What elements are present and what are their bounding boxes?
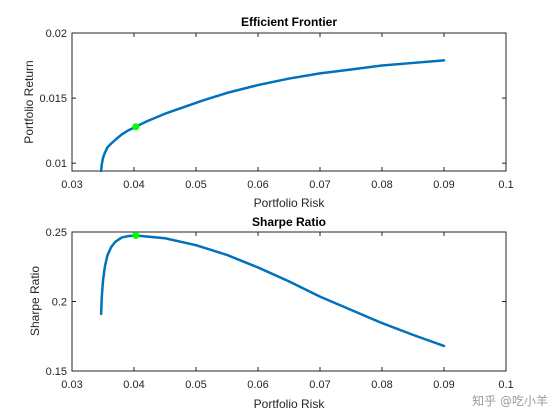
efficient-frontier-line (99, 59, 446, 173)
efficient-frontier-x-tick-label: 0.04 (123, 179, 144, 191)
sharpe-ratio-y-label: Sharpe Ratio (28, 266, 42, 336)
sharpe-ratio-x-tick-label: 0.03 (61, 379, 82, 391)
efficient-frontier-x-ticks: 0.03 0.04 0.05 0.06 0.07 0.08 0.09 0.1 (61, 33, 514, 191)
sharpe-ratio-x-tick-label: 0.05 (185, 379, 206, 391)
efficient-frontier-axes: Efficient Frontier 0.03 0.04 0.05 0.06 0.07 0… (22, 15, 514, 210)
efficient-frontier-x-tick-label: 0.03 (61, 179, 82, 191)
sharpe-ratio-y-tick-label: 0.25 (46, 227, 67, 239)
sharpe-ratio-optimal-marker (132, 231, 140, 239)
sharpe-ratio-y-ticks: 0.15 0.2 0.25 (46, 227, 506, 378)
sharpe-ratio-y-tick-label: 0.15 (46, 366, 67, 378)
efficient-frontier-x-tick-label: 0.1 (498, 179, 513, 191)
efficient-frontier-x-label: Portfolio Risk (254, 196, 326, 210)
sharpe-ratio-line (99, 234, 446, 348)
efficient-frontier-title: Efficient Frontier (241, 15, 337, 29)
efficient-frontier-x-tick-label: 0.07 (309, 179, 330, 191)
sharpe-ratio-y-tick-label: 0.2 (52, 297, 67, 309)
sharpe-ratio-plot-area (71, 231, 507, 372)
sharpe-ratio-x-ticks: 0.03 0.04 0.05 0.06 0.07 0.08 0.09 0.1 (61, 232, 514, 391)
sharpe-ratio-x-label: Portfolio Risk (254, 397, 326, 411)
sharpe-ratio-title: Sharpe Ratio (252, 215, 326, 229)
efficient-frontier-plot-area (71, 32, 507, 172)
sharpe-ratio-x-tick-label: 0.1 (498, 379, 513, 391)
sharpe-ratio-x-tick-label: 0.07 (309, 379, 330, 391)
efficient-frontier-y-tick-label: 0.02 (46, 28, 67, 40)
sharpe-ratio-axes: Sharpe Ratio 0.03 0.04 0.05 0.06 0.07 0.08 0.0… (28, 215, 514, 411)
efficient-frontier-x-tick-label: 0.09 (433, 179, 454, 191)
efficient-frontier-optimal-marker (132, 123, 140, 131)
efficient-frontier-y-tick-label: 0.015 (39, 93, 67, 105)
efficient-frontier-x-tick-label: 0.05 (185, 179, 206, 191)
sharpe-ratio-x-tick-label: 0.08 (371, 379, 392, 391)
sharpe-ratio-x-tick-label: 0.04 (123, 379, 144, 391)
efficient-frontier-x-tick-label: 0.08 (371, 179, 392, 191)
watermark-text: 知乎 @吃小羊 (472, 393, 548, 408)
efficient-frontier-y-label: Portfolio Return (22, 60, 36, 143)
efficient-frontier-y-ticks: 0.01 0.015 0.02 (39, 28, 506, 170)
efficient-frontier-y-tick-label: 0.01 (46, 158, 67, 170)
sharpe-ratio-x-tick-label: 0.09 (433, 379, 454, 391)
efficient-frontier-x-tick-label: 0.06 (247, 179, 268, 191)
sharpe-ratio-x-tick-label: 0.06 (247, 379, 268, 391)
